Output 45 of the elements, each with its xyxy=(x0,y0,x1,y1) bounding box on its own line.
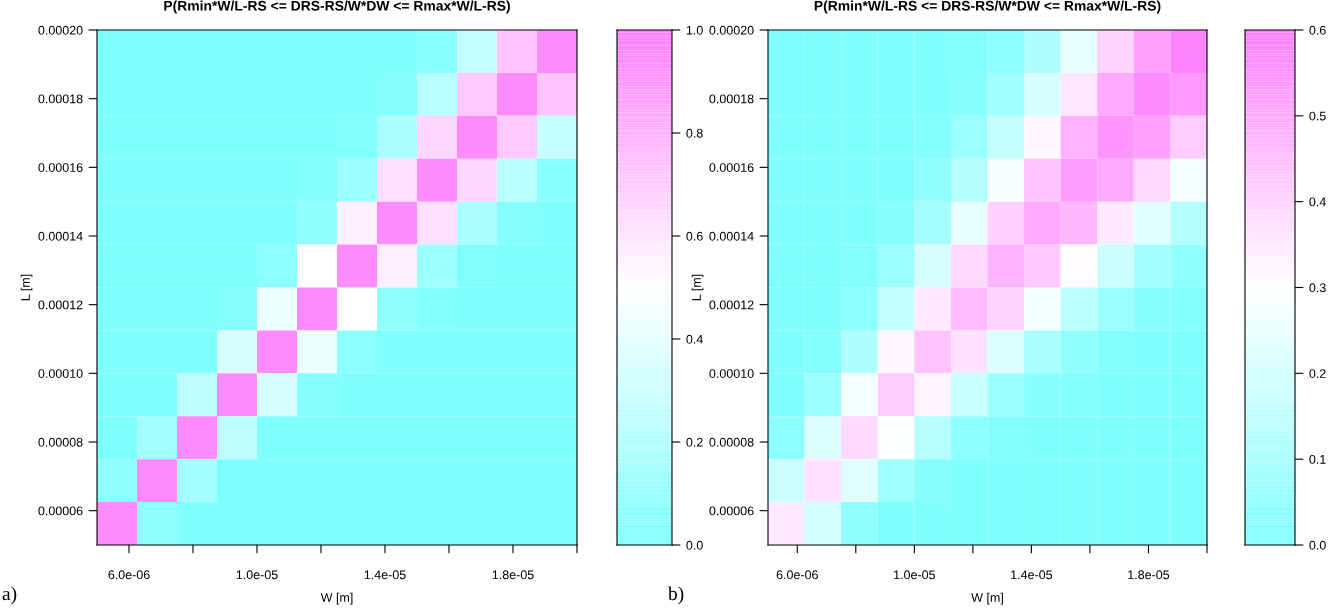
x-axis-title: W [m] xyxy=(971,592,1003,605)
color-bar-label: 0.0 xyxy=(1309,540,1326,550)
x-axis-title: W [m] xyxy=(320,592,353,605)
y-tick-label: 0.00020 xyxy=(38,25,83,35)
color-bar-label: 0.6 xyxy=(1309,25,1326,35)
x-tick-label: 1.4e-05 xyxy=(1011,570,1053,580)
y-tick-label: 0.00010 xyxy=(709,369,754,378)
color-bar-label: 0.0 xyxy=(686,540,703,550)
color-bar-label: 0.6 xyxy=(686,231,703,241)
chart-title: P(Rmin*W/L-RS <= DRS-RS/W*DW <= Rmax*W/L-RS) xyxy=(814,0,1161,14)
color-bar-label: 0.2 xyxy=(686,437,703,447)
y-axis-title: L [m] xyxy=(691,274,704,301)
color-bar-label: 0.8 xyxy=(686,128,703,138)
y-tick-label: 0.00014 xyxy=(38,231,83,241)
x-tick-label: 1.8e-05 xyxy=(492,570,534,580)
color-bar-label: 0.4 xyxy=(1309,197,1326,207)
y-tick-label: 0.00008 xyxy=(709,437,754,447)
color-bar-label: 0.5 xyxy=(1309,111,1326,121)
y-tick-label: 0.00012 xyxy=(38,300,83,310)
x-tick-label: 1.0e-05 xyxy=(236,570,278,580)
y-axis-title: L [m] xyxy=(20,274,33,301)
y-tick-label: 0.00020 xyxy=(709,25,754,35)
y-tick-label: 0.00016 xyxy=(709,163,754,172)
y-tick-label: 0.00012 xyxy=(709,300,754,310)
y-tick-label: 0.00018 xyxy=(709,94,754,104)
color-bar-label: 0.2 xyxy=(1309,369,1326,378)
text: b) xyxy=(668,586,684,605)
x-tick-label: 1.8e-05 xyxy=(1128,570,1170,580)
text: a) xyxy=(2,586,17,605)
y-tick-label: 0.00006 xyxy=(38,506,83,516)
x-tick-label: 6.0e-06 xyxy=(776,570,818,580)
color-bar-label: 0.3 xyxy=(1309,283,1326,293)
color-bar-label: 0.1 xyxy=(1309,454,1326,464)
y-tick-label: 0.00016 xyxy=(38,163,83,172)
color-bar-label: 0.4 xyxy=(686,334,703,344)
color-bar-label: 1.0 xyxy=(686,25,703,35)
y-tick-label: 0.00010 xyxy=(38,369,83,378)
chart-title: P(Rmin*W/L-RS <= DRS-RS/W*DW <= Rmax*W/L-RS) xyxy=(164,0,510,14)
x-tick-label: 1.4e-05 xyxy=(364,570,406,580)
y-tick-label: 0.00006 xyxy=(709,506,754,516)
x-tick-label: 6.0e-06 xyxy=(108,570,150,580)
y-tick-label: 0.00018 xyxy=(38,94,83,104)
y-tick-label: 0.00008 xyxy=(38,437,83,447)
x-tick-label: 1.0e-05 xyxy=(894,570,936,580)
y-tick-label: 0.00014 xyxy=(709,231,754,241)
